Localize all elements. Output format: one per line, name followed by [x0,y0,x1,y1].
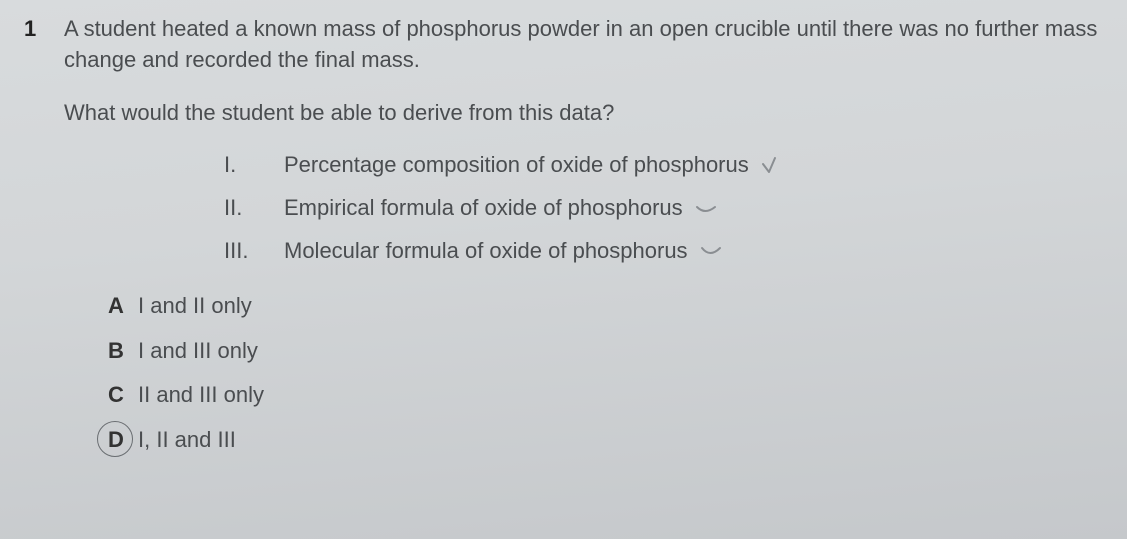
question-number: 1 [24,14,64,470]
checkmark-icon [761,154,781,185]
roman-text: Molecular formula of oxide of phosphorus [284,236,724,267]
curve-mark-icon [700,240,724,271]
roman-text: Empirical formula of oxide of phosphorus [284,193,719,224]
question-prompt: What would the student be able to derive… [64,98,1103,129]
roman-item: II. Empirical formula of oxide of phosph… [224,193,1103,224]
option-text: II and III only [138,380,264,411]
roman-numeral: II. [224,193,284,224]
roman-text: Percentage composition of oxide of phosp… [284,150,781,181]
roman-list: I. Percentage composition of oxide of ph… [224,150,1103,266]
option-letter-circled: D [94,425,138,456]
option-row[interactable]: A I and II only [94,291,1103,322]
roman-numeral: III. [224,236,284,267]
roman-text-content: Empirical formula of oxide of phosphorus [284,195,683,220]
option-text: I and II only [138,291,252,322]
question-stem: A student heated a known mass of phospho… [64,14,1103,76]
option-row[interactable]: D I, II and III [94,425,1103,456]
roman-text-content: Percentage composition of oxide of phosp… [284,152,749,177]
question-body: A student heated a known mass of phospho… [64,14,1103,470]
question-block: 1 A student heated a known mass of phosp… [24,14,1103,470]
option-letter: A [94,291,138,322]
roman-item: III. Molecular formula of oxide of phosp… [224,236,1103,267]
curve-mark-icon [695,197,719,228]
option-row[interactable]: B I and III only [94,336,1103,367]
roman-text-content: Molecular formula of oxide of phosphorus [284,238,688,263]
option-text: I, II and III [138,425,236,456]
option-letter: B [94,336,138,367]
option-text: I and III only [138,336,258,367]
roman-numeral: I. [224,150,284,181]
options-list: A I and II only B I and III only C II an… [94,291,1103,456]
option-row[interactable]: C II and III only [94,380,1103,411]
roman-item: I. Percentage composition of oxide of ph… [224,150,1103,181]
worksheet-page: 1 A student heated a known mass of phosp… [0,0,1127,539]
option-letter: C [94,380,138,411]
